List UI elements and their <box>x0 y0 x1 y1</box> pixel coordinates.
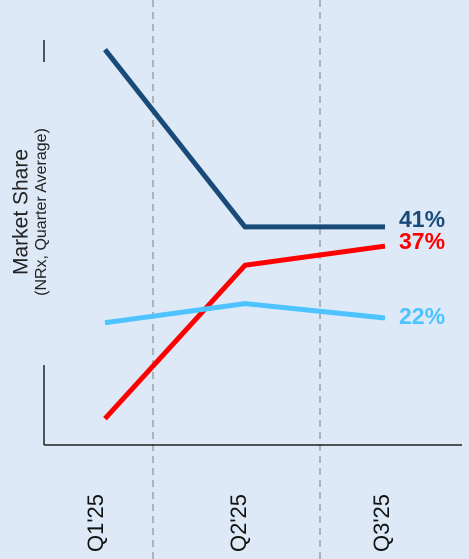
value-label: 41% <box>399 206 445 232</box>
series-line <box>103 243 386 421</box>
series-line <box>104 301 386 326</box>
value-label: 22% <box>399 303 445 329</box>
y-axis-label: Market Share <box>10 149 33 275</box>
y-axis-sublabel: (NRx, Quarter Average) <box>33 128 50 296</box>
x-tick-label: Q3'25 <box>369 494 394 552</box>
x-tick-label: Q1'25 <box>83 494 108 552</box>
value-label: 37% <box>399 228 445 254</box>
x-tick-label: Q2'25 <box>226 494 251 552</box>
series-line <box>103 48 385 230</box>
